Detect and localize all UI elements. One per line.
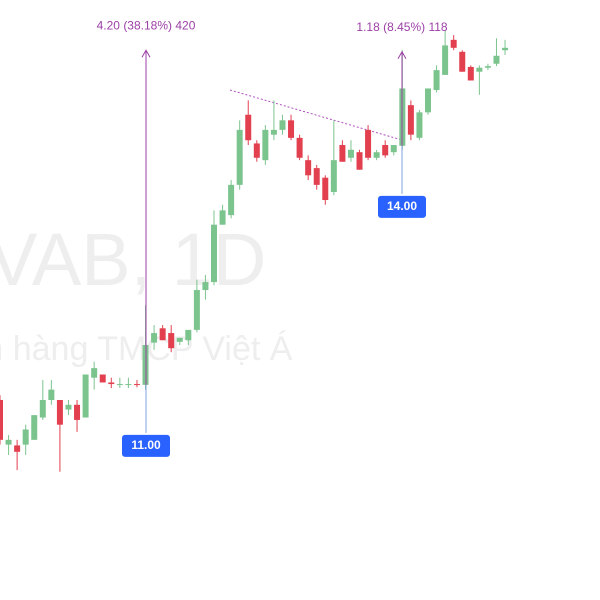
candle-body bbox=[31, 415, 38, 440]
price-label: 11.00 bbox=[131, 438, 161, 452]
candle-body bbox=[99, 374, 106, 383]
candle-body bbox=[270, 129, 277, 135]
candle-body bbox=[484, 66, 491, 68]
measure-arrow bbox=[397, 50, 407, 60]
candle-body bbox=[65, 404, 72, 410]
candle-body bbox=[202, 282, 209, 291]
candle-body bbox=[133, 384, 140, 386]
candle-body bbox=[476, 67, 483, 72]
candle-body bbox=[39, 400, 46, 418]
candle-body bbox=[151, 333, 158, 343]
candle-body bbox=[459, 51, 466, 72]
candle-body bbox=[74, 404, 81, 420]
candle-body bbox=[236, 129, 243, 185]
price-label-box bbox=[378, 195, 426, 218]
candle-body bbox=[116, 384, 123, 386]
candle-body bbox=[347, 149, 354, 158]
candle-body bbox=[330, 160, 337, 193]
candle-body bbox=[493, 55, 500, 64]
candle-body bbox=[5, 439, 12, 445]
measure-text: 1.18 (8.45%) 118 bbox=[356, 20, 447, 34]
candle-body bbox=[185, 329, 192, 341]
candle-body bbox=[262, 129, 269, 161]
candle-body bbox=[91, 368, 98, 378]
watermark-symbol: VAB, 1D bbox=[0, 218, 266, 301]
candle-body bbox=[296, 137, 303, 158]
candle-body bbox=[322, 177, 329, 200]
candle-body bbox=[125, 384, 132, 386]
candle-body bbox=[407, 105, 414, 135]
candle-body bbox=[382, 145, 389, 156]
candle-body bbox=[168, 333, 175, 349]
candle-body bbox=[390, 145, 397, 153]
candle-body bbox=[193, 290, 200, 330]
candle-body bbox=[288, 120, 295, 138]
candle-body bbox=[14, 445, 21, 452]
candle-body bbox=[339, 145, 346, 162]
price-label-box bbox=[122, 434, 170, 457]
candle-body bbox=[211, 224, 217, 283]
candle-body bbox=[159, 328, 166, 341]
candle-body bbox=[442, 45, 449, 75]
candle-body bbox=[56, 400, 63, 425]
candle-body bbox=[356, 152, 363, 170]
candle-body bbox=[0, 400, 3, 440]
candle-body bbox=[82, 374, 89, 418]
candle-body bbox=[22, 429, 29, 445]
candle-body bbox=[416, 112, 423, 138]
candle-body bbox=[176, 337, 183, 342]
trend-line bbox=[229, 89, 403, 141]
candle-body bbox=[450, 39, 457, 48]
candle-body bbox=[305, 160, 312, 176]
candle-body bbox=[48, 389, 55, 400]
candle-body bbox=[279, 120, 286, 130]
candle-body bbox=[313, 168, 320, 185]
candle-body bbox=[108, 382, 115, 385]
candle-body bbox=[245, 114, 252, 141]
candle-body bbox=[502, 47, 509, 51]
measure-arrow bbox=[141, 49, 151, 58]
candle-body bbox=[253, 143, 260, 158]
candle-body bbox=[467, 66, 474, 81]
candle-body bbox=[425, 88, 431, 113]
candle-body bbox=[433, 70, 440, 91]
candle-body bbox=[365, 129, 372, 158]
candle-body bbox=[228, 184, 235, 216]
measure-text: 4.20 (38.18%) 420 bbox=[97, 18, 196, 32]
candle-body bbox=[373, 152, 380, 158]
candle-body bbox=[219, 210, 226, 225]
price-label: 14.00 bbox=[387, 199, 417, 213]
